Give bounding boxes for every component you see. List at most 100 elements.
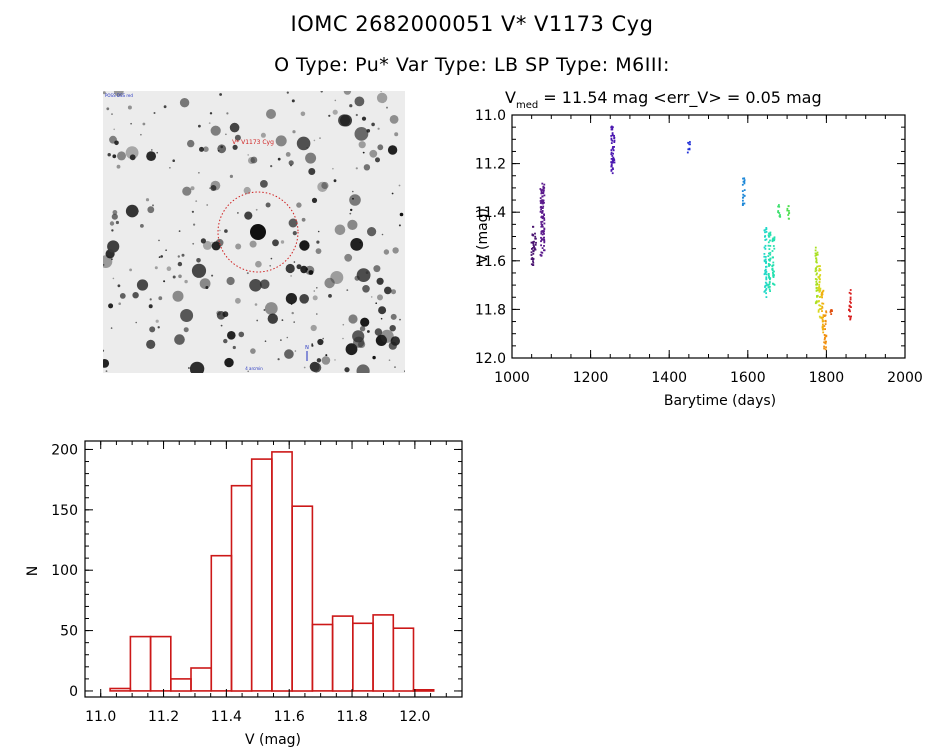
data-point [611,160,614,162]
background-star [255,208,258,211]
data-point [815,259,818,261]
background-star [107,153,111,157]
data-point [849,289,852,291]
data-point [772,261,775,264]
finder-chart-image: V* V1173 Cyg POSS DSS red 4 arcmin N [103,91,405,373]
data-point [824,348,827,351]
background-star [352,197,354,200]
data-point [763,246,766,249]
data-point [610,165,613,168]
data-point [765,227,768,229]
target-circle [217,191,299,273]
data-point [818,267,821,270]
background-star [211,241,213,244]
background-star [224,357,234,368]
data-point [779,215,782,218]
background-star [129,268,132,272]
background-star [256,319,259,322]
data-point [767,255,770,257]
data-point [815,300,818,303]
data-point [686,151,689,154]
data-point [778,212,781,214]
background-star [116,164,121,169]
background-star [112,154,117,159]
background-star [223,338,228,344]
background-star [309,361,320,372]
background-star [299,240,310,251]
data-point [543,183,546,186]
data-point [788,210,790,212]
data-point [765,273,768,276]
data-point [542,187,545,190]
data-point [815,267,817,269]
data-point [533,246,535,249]
data-point [768,259,771,262]
data-point [612,146,614,148]
data-point [850,315,852,318]
background-star [344,253,353,262]
y-tick-label: 11.2 [475,157,506,173]
background-star [260,180,268,188]
x-tick-label: 11.8 [336,709,367,725]
data-point [742,180,745,183]
background-star [266,109,276,119]
data-point [848,309,851,311]
data-point [541,189,544,191]
data-point [848,291,851,294]
data-point [688,148,691,151]
data-point [542,185,545,188]
data-point [825,346,827,349]
data-point [541,182,544,185]
data-point [769,278,771,281]
data-point [531,247,534,249]
background-star [254,303,258,306]
background-star [160,255,163,258]
background-star [117,151,126,161]
background-star [376,277,384,285]
background-star [129,154,136,161]
background-star [147,206,155,214]
y-tick-label: 50 [60,624,78,640]
data-point [532,250,535,253]
background-star [196,258,201,263]
background-star [291,311,294,315]
background-star [111,258,113,261]
background-star [210,125,221,136]
background-star [290,164,292,167]
background-star [153,112,156,114]
background-star [345,343,358,356]
data-point [773,247,776,250]
background-star [249,240,257,248]
background-star [149,298,152,301]
background-star [264,302,278,315]
data-point [610,137,613,140]
data-point [534,235,537,238]
background-star [367,227,377,237]
data-point [820,307,823,310]
histogram-bar [149,635,172,692]
data-point [743,179,746,181]
data-point [763,253,766,255]
data-point [613,139,616,142]
data-point [610,163,613,166]
data-point [814,270,817,273]
background-star [372,355,376,360]
background-star [112,210,118,215]
data-point [787,217,790,220]
data-point [539,210,542,213]
data-point [818,287,820,289]
background-star [250,348,256,354]
data-point [824,337,826,340]
background-star [193,223,196,226]
data-point [815,301,817,303]
background-star [322,337,324,340]
data-point [777,211,779,214]
background-star [166,266,172,271]
data-point [817,276,820,278]
background-star [270,165,273,168]
histogram-bar [372,614,395,692]
background-star [142,122,146,126]
data-point [814,249,817,252]
background-star [293,261,296,263]
data-point [610,126,613,128]
